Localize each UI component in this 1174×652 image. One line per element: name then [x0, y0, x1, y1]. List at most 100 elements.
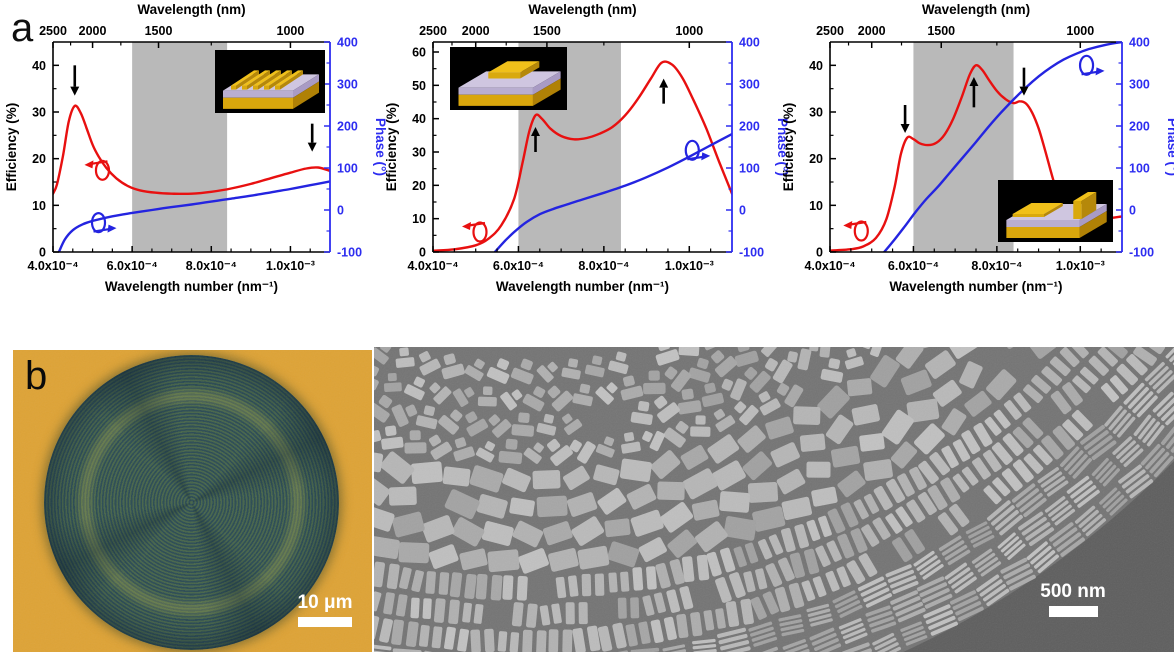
svg-text:Wavelength number (nm⁻¹): Wavelength number (nm⁻¹) — [889, 279, 1062, 294]
svg-text:30: 30 — [412, 146, 426, 160]
svg-text:200: 200 — [1129, 120, 1150, 134]
optical-scale-bar: 10 μm — [291, 593, 359, 627]
chart-1: 4.0x10⁻⁴ 6.0x10⁻⁴ 8.0x10⁻⁴ 1.0x10⁻³ Waveleng… — [4, 2, 388, 294]
annotation-arrow-up — [969, 77, 979, 86]
svg-text:-100: -100 — [337, 246, 362, 260]
svg-text:1.0x10⁻³: 1.0x10⁻³ — [1056, 259, 1105, 273]
svg-text:1.0x10⁻³: 1.0x10⁻³ — [266, 259, 315, 273]
panel-b-label: b — [25, 354, 48, 398]
svg-text:400: 400 — [337, 36, 358, 50]
svg-text:-100: -100 — [739, 246, 764, 260]
shaded-band — [132, 42, 228, 252]
svg-text:2500: 2500 — [419, 24, 447, 38]
svg-text:20: 20 — [32, 152, 46, 166]
svg-text:10: 10 — [32, 199, 46, 213]
sem-scale-bar-line — [1048, 606, 1098, 617]
svg-text:4.0x10⁻⁴: 4.0x10⁻⁴ — [804, 259, 855, 273]
sem-scale-bar-label: 500 nm — [1040, 581, 1106, 602]
svg-text:Wavelength number (nm⁻¹): Wavelength number (nm⁻¹) — [496, 279, 669, 294]
svg-text:200: 200 — [337, 120, 358, 134]
svg-text:1500: 1500 — [145, 24, 173, 38]
svg-text:40: 40 — [412, 112, 426, 126]
inset-schematic-single-nanorod — [450, 47, 567, 110]
svg-text:100: 100 — [1129, 162, 1150, 176]
inset-schematic-orthogonal-nanorod-pair — [998, 180, 1113, 242]
annotation-arrow-down — [70, 86, 80, 96]
optical-micrograph-metalens: b 10 μm — [13, 350, 372, 652]
svg-text:1000: 1000 — [277, 24, 305, 38]
svg-text:Phase (°): Phase (°) — [373, 118, 388, 176]
svg-text:100: 100 — [739, 162, 760, 176]
svg-text:Phase (°): Phase (°) — [1165, 118, 1174, 176]
svg-text:30: 30 — [32, 106, 46, 120]
chart-1-phase-curve — [57, 180, 330, 252]
svg-text:100: 100 — [337, 162, 358, 176]
svg-text:50: 50 — [412, 79, 426, 93]
svg-text:400: 400 — [739, 36, 760, 50]
svg-text:40: 40 — [32, 59, 46, 73]
svg-text:20: 20 — [412, 179, 426, 193]
panel-a-charts: 4.0x10⁻⁴ 6.0x10⁻⁴ 8.0x10⁻⁴ 1.0x10⁻³ Waveleng… — [4, 2, 1174, 294]
svg-text:2000: 2000 — [79, 24, 107, 38]
svg-text:6.0x10⁻⁴: 6.0x10⁻⁴ — [107, 259, 158, 273]
axis-pointer-arrow-left — [461, 221, 488, 243]
svg-text:60: 60 — [412, 46, 426, 60]
svg-text:300: 300 — [739, 78, 760, 92]
panel-a-label: a — [11, 6, 34, 50]
svg-text:Phase (°): Phase (°) — [775, 118, 790, 176]
inset-schematic-five-bar-grating — [215, 50, 325, 113]
svg-text:30: 30 — [809, 106, 823, 120]
axis-pointer-arrow-right — [90, 212, 117, 234]
svg-text:10: 10 — [809, 199, 823, 213]
axis-pointer-arrow-right — [684, 139, 711, 161]
svg-text:-100: -100 — [1129, 246, 1154, 260]
svg-text:6.0x10⁻⁴: 6.0x10⁻⁴ — [888, 259, 939, 273]
svg-text:10: 10 — [412, 212, 426, 226]
axis-pointer-arrow-left — [84, 159, 111, 181]
chart-3-efficiency-curve — [830, 64, 1122, 252]
svg-text:6.0x10⁻⁴: 6.0x10⁻⁴ — [493, 259, 544, 273]
chart-1-efficiency-curve — [53, 104, 330, 196]
optical-scale-bar-line — [298, 617, 352, 627]
svg-text:Wavelength (nm): Wavelength (nm) — [528, 2, 636, 17]
chart-2-phase-curve — [493, 132, 732, 252]
svg-text:0: 0 — [337, 204, 344, 218]
svg-text:400: 400 — [1129, 36, 1150, 50]
svg-text:0: 0 — [816, 246, 823, 260]
chart-2: 4.0x10⁻⁴ 6.0x10⁻⁴ 8.0x10⁻⁴ 1.0x10⁻³ Waveleng… — [384, 2, 790, 294]
svg-text:Wavelength (nm): Wavelength (nm) — [922, 2, 1030, 17]
annotation-arrow-down — [1019, 86, 1029, 96]
axis-pointer-arrow-right — [1078, 54, 1105, 76]
svg-text:0: 0 — [1129, 204, 1136, 218]
svg-text:0: 0 — [419, 246, 426, 260]
svg-text:1000: 1000 — [675, 24, 703, 38]
svg-text:Efficiency (%): Efficiency (%) — [4, 103, 19, 192]
svg-text:200: 200 — [739, 120, 760, 134]
sem-micrograph-nanostructures: 500 nm — [374, 347, 1174, 652]
svg-text:4.0x10⁻⁴: 4.0x10⁻⁴ — [407, 259, 458, 273]
svg-text:300: 300 — [337, 78, 358, 92]
svg-text:8.0x10⁻⁴: 8.0x10⁻⁴ — [971, 259, 1022, 273]
svg-text:2500: 2500 — [39, 24, 67, 38]
sem-pattern — [374, 347, 1174, 652]
svg-text:8.0x10⁻⁴: 8.0x10⁻⁴ — [186, 259, 237, 273]
annotation-arrow-up — [531, 127, 541, 136]
svg-text:0: 0 — [739, 204, 746, 218]
annotation-arrow-up — [659, 78, 669, 88]
svg-text:Wavelength number (nm⁻¹): Wavelength number (nm⁻¹) — [105, 279, 278, 294]
svg-text:1500: 1500 — [927, 24, 955, 38]
annotation-arrow-down — [307, 142, 317, 152]
svg-text:1000: 1000 — [1066, 24, 1094, 38]
svg-text:2500: 2500 — [816, 24, 844, 38]
shaded-band — [913, 42, 1014, 252]
svg-text:Wavelength (nm): Wavelength (nm) — [137, 2, 245, 17]
chart-3: 4.0x10⁻⁴ 6.0x10⁻⁴ 8.0x10⁻⁴ 1.0x10⁻³ Waveleng… — [781, 2, 1174, 294]
svg-text:2000: 2000 — [462, 24, 490, 38]
chart-2-efficiency-curve — [433, 60, 732, 252]
svg-text:Efficiency (%): Efficiency (%) — [384, 103, 399, 192]
svg-text:4.0x10⁻⁴: 4.0x10⁻⁴ — [27, 259, 78, 273]
sem-scale-bar: 500 nm — [1036, 582, 1110, 617]
svg-text:1.0x10⁻³: 1.0x10⁻³ — [665, 259, 714, 273]
svg-text:8.0x10⁻⁴: 8.0x10⁻⁴ — [578, 259, 629, 273]
